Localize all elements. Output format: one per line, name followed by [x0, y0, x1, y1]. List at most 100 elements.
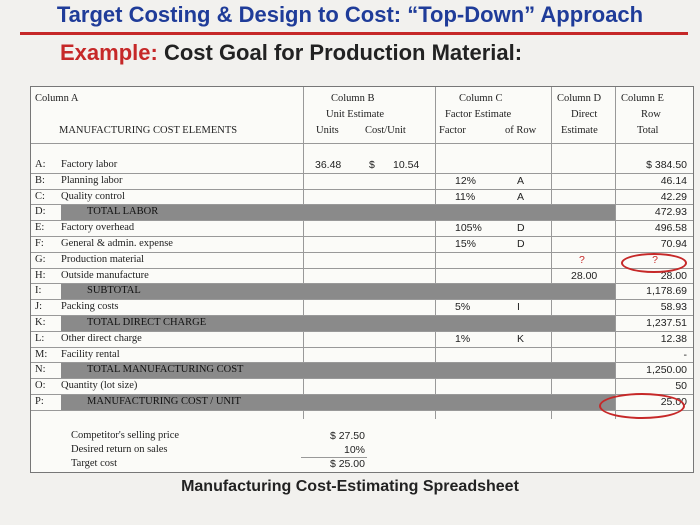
header-col-e: Column E — [621, 93, 664, 104]
row-total: $ 384.50 — [646, 159, 687, 171]
shaded-band — [61, 205, 615, 221]
header-of-row: of Row — [505, 125, 537, 136]
row-total: 472.93 — [654, 206, 687, 219]
row-key: G: — [35, 253, 46, 265]
row-factor: 15% — [455, 238, 477, 250]
row-label: SUBTOTAL — [87, 285, 141, 297]
row-line — [31, 378, 693, 380]
row-of-row: A — [517, 174, 525, 187]
row-total: 12.38 — [660, 332, 687, 345]
row-total: 50 — [675, 380, 687, 393]
row-label: Outside manufacture — [61, 269, 149, 281]
row-total: 1,237.51 — [646, 317, 687, 329]
figure-caption: Manufacturing Cost-Estimating Spreadshee… — [181, 478, 519, 495]
row-of-row: A — [517, 190, 525, 203]
summary-value: $ 27.50 — [329, 430, 365, 442]
row-key: B: — [35, 174, 45, 186]
row-label: Factory labor — [61, 159, 118, 170]
row-dollar: $ — [369, 159, 375, 171]
cost-spreadsheet: Column A Column B Unit Estimate Units Co… — [30, 86, 694, 473]
row-line — [31, 315, 693, 316]
row-factor: 105% — [455, 222, 482, 235]
row-key: P: — [35, 396, 44, 407]
row-units: 36.48 — [315, 159, 342, 171]
row-factor: 12% — [455, 174, 477, 187]
row-of-row: K — [517, 332, 525, 345]
header-col-a: Column A — [35, 93, 79, 104]
row-key: M: — [35, 348, 48, 360]
row-label: MANUFACTURING COST / UNIT — [87, 396, 241, 407]
header-col-d-sub: Direct — [571, 109, 598, 120]
row-factor: 1% — [455, 332, 471, 345]
grid-line — [435, 87, 436, 419]
row-of-row: I — [517, 301, 520, 314]
row-total: 58.93 — [660, 301, 687, 314]
slide-title: Target Costing & Design to Cost: “Top-Do… — [56, 2, 644, 27]
summary-value: $ 25.00 — [329, 458, 365, 470]
row-label: Facility rental — [61, 348, 120, 360]
header-col-e-sub2: Total — [637, 125, 659, 136]
row-key: L: — [35, 332, 45, 344]
row-label: TOTAL LABOR — [87, 206, 159, 218]
row-key: C: — [35, 190, 45, 202]
row-label: Production material — [61, 253, 145, 265]
row-total: 28.00 — [660, 269, 687, 282]
row-label: Other direct charge — [61, 332, 142, 344]
row-line — [31, 330, 693, 332]
highlight-ellipse-material — [621, 253, 687, 273]
summary-label: Desired return on sales — [71, 444, 168, 455]
row-label: TOTAL DIRECT CHARGE — [87, 317, 207, 328]
subtitle-prefix: Example: — [60, 40, 158, 65]
header-units: Units — [316, 125, 339, 136]
row-of-row: D — [517, 238, 525, 250]
summary-rule — [301, 457, 367, 458]
row-total: 70.94 — [660, 238, 687, 250]
row-line — [31, 267, 693, 269]
header-col-b-sub: Unit Estimate — [326, 109, 385, 120]
row-line — [31, 362, 693, 364]
row-key: O: — [35, 380, 46, 392]
row-line — [31, 220, 693, 222]
row-line — [31, 172, 693, 174]
row-factor: 5% — [455, 301, 471, 314]
row-line — [31, 299, 693, 301]
row-line — [31, 346, 693, 348]
row-key: K: — [35, 317, 46, 328]
row-total: - — [683, 348, 688, 361]
shaded-band — [61, 284, 615, 300]
row-line — [31, 283, 693, 285]
header-cost-unit: Cost/Unit — [365, 125, 406, 136]
row-key: I: — [35, 285, 42, 297]
row-key: D: — [35, 206, 46, 218]
header-col-d-sub2: Estimate — [561, 125, 598, 136]
row-cost: 10.54 — [393, 159, 420, 171]
shaded-band — [61, 316, 615, 331]
header-col-b: Column B — [331, 93, 375, 104]
row-factor: 11% — [455, 190, 476, 203]
title-rule — [20, 32, 688, 35]
row-key: J: — [35, 301, 43, 313]
row-total: 1,250.00 — [646, 364, 687, 377]
row-direct: 28.00 — [571, 269, 598, 282]
row-total: 1,178.69 — [646, 285, 687, 298]
grid-line — [303, 87, 304, 419]
row-label: TOTAL MANUFACTURING COST — [87, 364, 244, 376]
header-factor: Factor — [439, 125, 466, 136]
row-line — [31, 188, 693, 190]
grid-line — [551, 87, 552, 419]
row-line — [31, 394, 693, 395]
row-label: Packing costs — [61, 301, 119, 313]
row-total: 46.14 — [660, 174, 687, 187]
row-label: Planning labor — [61, 174, 123, 186]
grid-line — [615, 87, 616, 419]
row-total: 496.58 — [654, 222, 687, 235]
row-line — [31, 251, 693, 253]
header-col-c-sub: Factor Estimate — [445, 109, 512, 120]
header-col-c: Column C — [459, 93, 503, 104]
row-line — [31, 236, 693, 237]
row-key: F: — [35, 238, 44, 249]
row-key: N: — [35, 364, 46, 376]
row-direct: ? — [579, 253, 585, 266]
row-line — [31, 204, 693, 206]
row-line — [31, 409, 693, 411]
